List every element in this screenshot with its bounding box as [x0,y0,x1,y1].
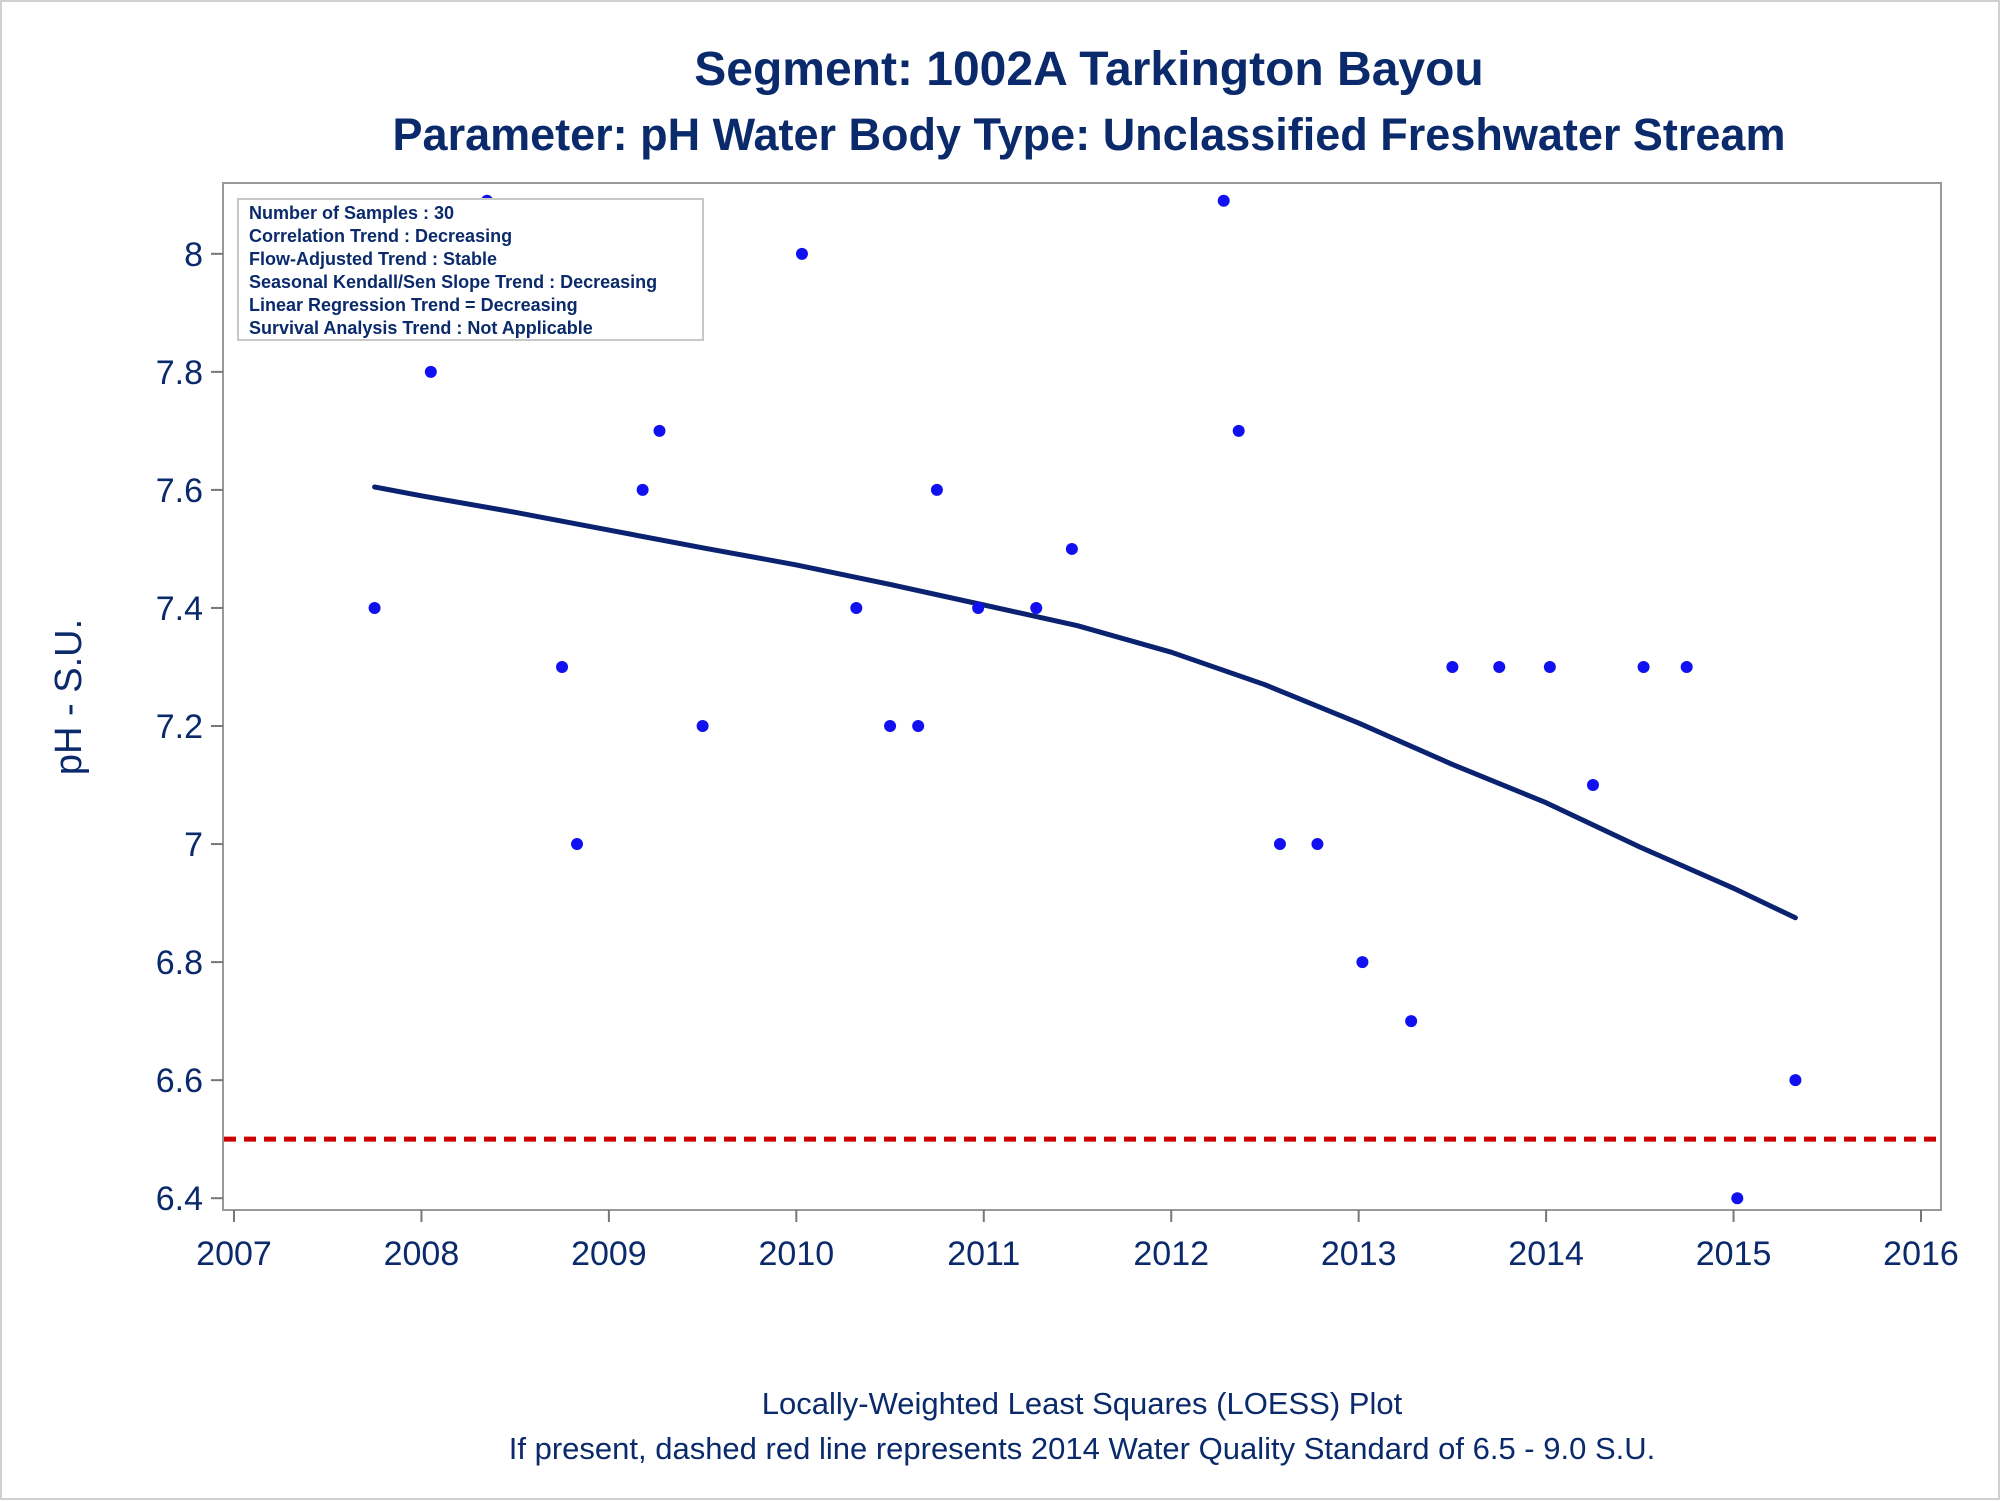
y-axis: 6.4 6.6 6.8 7 7.2 7.4 7.6 7.8 8 [156,236,223,1218]
sample-point [1789,1074,1802,1087]
sample-point [1217,194,1230,207]
sample-point [1273,838,1286,851]
x-tick-label: 2008 [384,1235,460,1273]
sample-point [1637,660,1650,673]
sample-point [1680,660,1693,673]
plot-area-border [222,182,1942,1211]
y-tick-label: 7.6 [156,472,203,510]
x-tick-label: 2010 [759,1235,835,1273]
x-axis: 2007 2008 2009 2010 2011 2012 2013 2014 2015 2016 [196,1210,1959,1273]
inset-line-correlation: Correlation Trend : Decreasing [249,226,512,246]
sample-point [653,424,666,437]
sample-point [1446,660,1459,673]
sample-point [636,483,649,496]
sample-point [1493,660,1506,673]
x-tick-label: 2007 [196,1235,272,1273]
inset-line-seasonal-kendall: Seasonal Kendall/Sen Slope Trend : Decre… [249,272,657,292]
sample-point [795,247,808,260]
x-tick-label: 2014 [1508,1235,1584,1273]
y-tick-label: 8 [184,236,203,274]
sample-point [850,601,863,614]
sample-point [1731,1192,1744,1205]
loess-fit-line [372,484,1798,921]
y-axis-label: pH - S.U. [48,619,90,775]
inset-line-samples: Number of Samples : 30 [249,203,454,223]
inset-line-survival-analysis: Survival Analysis Trend : Not Applicable [249,318,593,338]
sample-point [912,720,925,733]
y-tick-label: 6.6 [156,1062,203,1100]
y-tick-label: 6.8 [156,944,203,982]
y-tick-label: 7 [184,826,203,864]
sample-point [1356,956,1369,969]
x-tick-label: 2015 [1696,1235,1772,1273]
sample-point [884,720,897,733]
sample-point [1311,838,1324,851]
x-tick-label: 2013 [1321,1235,1397,1273]
footnote-standard: If present, dashed red line represents 2… [509,1431,1656,1466]
inset-line-flow-adjusted: Flow-Adjusted Trend : Stable [249,249,497,269]
sample-point [571,838,584,851]
y-tick-label: 7.2 [156,708,203,746]
stats-inset: Number of Samples : 30 Correlation Trend… [237,198,704,341]
sample-point [1586,779,1599,792]
sample-point [1543,660,1556,673]
y-tick-label: 7.4 [156,590,203,628]
stats-inset-box [237,198,704,341]
sample-point [424,365,437,378]
sample-point [1030,601,1043,614]
sample-point [930,483,943,496]
plot-marks [224,194,1940,1205]
footnote-loess: Locally-Weighted Least Squares (LOESS) P… [762,1386,1403,1421]
inset-line-linear-regression: Linear Regression Trend = Decreasing [249,295,578,315]
sample-point [696,720,709,733]
x-tick-label: 2012 [1133,1235,1209,1273]
sample-point [556,660,569,673]
chart-subtitle: Parameter: pH Water Body Type: Unclassif… [393,109,1786,160]
x-tick-label: 2016 [1883,1235,1959,1273]
sample-point [972,601,985,614]
y-tick-label: 6.4 [156,1180,203,1218]
sample-point [1405,1015,1418,1028]
y-tick-label: 7.8 [156,354,203,392]
sample-point [1232,424,1245,437]
sample-point [368,601,381,614]
x-tick-label: 2009 [571,1235,647,1273]
chart-title: Segment: 1002A Tarkington Bayou [694,43,1484,96]
x-tick-label: 2011 [947,1235,1020,1273]
sample-point [1065,542,1078,555]
